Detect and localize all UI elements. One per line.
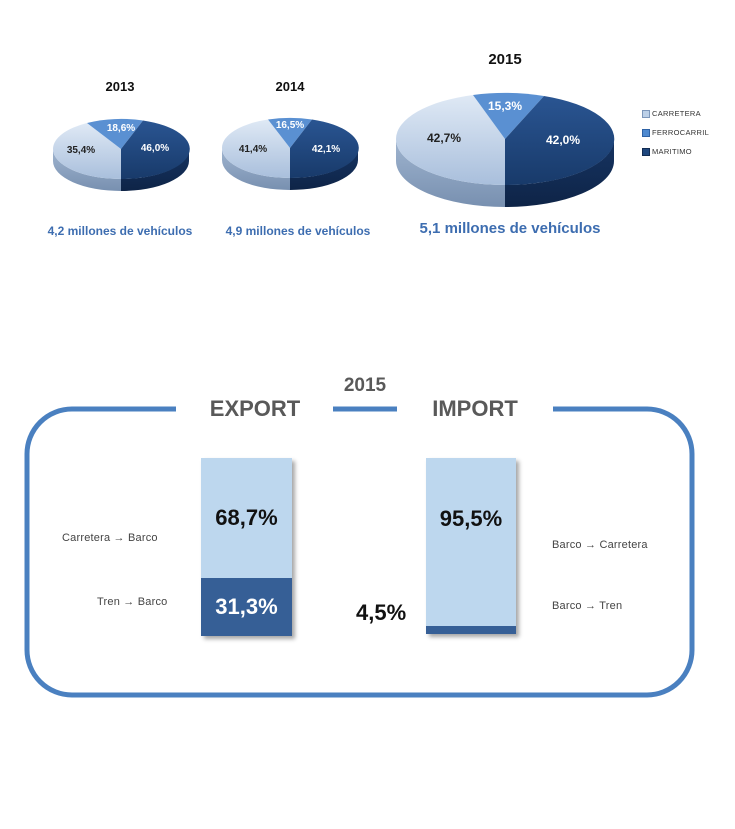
legend-swatch-maritimo [642, 147, 650, 156]
pie-2015-maritimo-label: 42,0% [546, 133, 580, 147]
export-bar-carretera-segment: 68,7% [201, 458, 292, 578]
pie-2013-title: 2013 [105, 79, 135, 94]
import-bar-tren-segment [426, 626, 516, 634]
import-bar-carretera-segment: 95,5% [426, 458, 516, 626]
import-top-label: Barco → Carretera [552, 539, 648, 551]
import-top-value: 95,5% [439, 506, 503, 531]
legend-swatch-carretera [642, 109, 650, 118]
legend-label: MARITIMO [652, 147, 692, 156]
legend-label: CARRETERA [652, 109, 701, 118]
import-title: IMPORT [432, 396, 518, 421]
legend-swatch-ferrocarril [642, 128, 650, 137]
pie-2014-title: 2014 [275, 79, 305, 94]
export-bottom-label: Tren → Barco [97, 596, 168, 608]
pie-2014-maritimo-label: 42,1% [312, 144, 340, 155]
pie-2015-title: 2015 [488, 51, 522, 68]
pie-2014-carretera-label: 41,4% [239, 144, 267, 155]
export-top-label: Carretera → Barco [62, 532, 158, 544]
export-bar-tren-segment: 31,3% [201, 578, 292, 636]
pie-2013-maritimo-label: 46,0% [141, 143, 169, 154]
pie-chart-2013: 18,6% 35,4% 46,0% [52, 118, 190, 191]
flow-year-title: 2015 [343, 375, 387, 396]
pie-2013-ferrocarril-label: 18,6% [107, 123, 135, 134]
legend-item-ferrocarril: FERROCARRIL [642, 123, 709, 142]
legend-label: FERROCARRIL [652, 128, 710, 137]
pie-2015-ferrocarril-label: 15,3% [488, 99, 522, 113]
pie-2014-caption: 4,9 millones de vehículos [225, 224, 371, 238]
export-title: EXPORT [209, 396, 301, 421]
pie-2013-carretera-label: 35,4% [67, 145, 95, 156]
pie-2015-carretera-label: 42,7% [427, 131, 461, 145]
pie-legend: CARRETERA FERROCARRIL MARITIMO [642, 104, 709, 161]
export-bottom-value: 31,3% [215, 594, 278, 619]
legend-item-maritimo: MARITIMO [642, 142, 709, 161]
pie-chart-2014: 16,5% 41,4% 42,1% [221, 117, 359, 190]
legend-item-carretera: CARRETERA [642, 104, 709, 123]
import-bottom-label: Barco → Tren [552, 600, 623, 612]
import-bar: 95,5% [426, 458, 516, 634]
pie-2015-caption: 5,1 millones de vehículos [419, 220, 601, 237]
import-bottom-value: 4,5% [356, 600, 407, 625]
export-top-value: 68,7% [215, 505, 278, 530]
pie-2013-caption: 4,2 millones de vehículos [47, 224, 193, 238]
pie-2014-ferrocarril-label: 16,5% [276, 120, 304, 131]
export-bar: 68,7% 31,3% [201, 458, 292, 636]
pie-chart-2015: 15,3% 42,7% 42,0% [395, 92, 615, 207]
